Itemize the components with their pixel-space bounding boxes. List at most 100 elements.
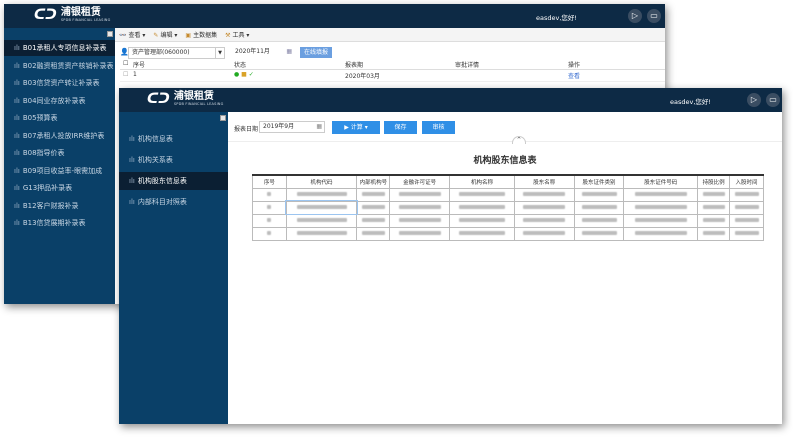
redacted-value <box>267 217 272 222</box>
table-cell[interactable] <box>356 187 391 202</box>
table-cell[interactable] <box>623 226 699 241</box>
sidebar-item[interactable]: ılı B03信贷资产转让补录表 <box>4 75 115 91</box>
table-cell[interactable] <box>285 200 358 215</box>
table-cell[interactable] <box>729 187 764 202</box>
redacted-value <box>702 204 725 209</box>
table-cell[interactable] <box>697 187 731 202</box>
table-cell[interactable] <box>356 226 391 241</box>
table-row[interactable] <box>252 200 764 215</box>
calendar-icon[interactable]: ▦ <box>286 48 292 55</box>
table-row[interactable] <box>252 187 764 202</box>
table-cell[interactable] <box>513 200 575 215</box>
table-cell[interactable] <box>697 226 731 241</box>
table-cell[interactable] <box>252 226 287 241</box>
table-cell[interactable] <box>573 187 625 202</box>
review-button[interactable]: 审核 <box>422 121 455 134</box>
table-row[interactable] <box>252 226 764 241</box>
sidebar-item[interactable]: ılı 机构股东信息表 <box>119 172 228 190</box>
monitor-icon[interactable]: ▭ <box>647 9 661 23</box>
monitor-icon[interactable]: ▭ <box>766 93 780 107</box>
table-cell[interactable] <box>449 187 515 202</box>
table-cell[interactable] <box>573 200 625 215</box>
org-select[interactable]: 资产管理部(060000) ▼ <box>128 47 225 59</box>
save-button[interactable]: 保存 <box>384 121 417 134</box>
period-value: 2020年11月 <box>235 48 270 55</box>
collapse-icon[interactable] <box>220 115 226 121</box>
row-checkbox[interactable]: ☐ <box>123 71 129 78</box>
chevron-down-icon: ▾ <box>172 32 178 39</box>
table-title: 机构股东信息表 <box>473 156 537 166</box>
table-cell[interactable] <box>252 213 287 228</box>
sidebar-item[interactable]: ılı B12客户财报补录 <box>4 198 115 214</box>
sidebar-item[interactable]: ılı B09项目收益率-眼需加成 <box>4 163 115 179</box>
table-cell[interactable] <box>356 200 391 215</box>
logo-mark-icon: ᑕᑐ <box>147 91 170 107</box>
table-row[interactable] <box>252 213 764 228</box>
table-cell[interactable] <box>573 226 625 241</box>
table-cell[interactable] <box>389 213 451 228</box>
sidebar-item[interactable]: ılı 机构关系表 <box>119 151 228 169</box>
table-cell[interactable] <box>252 187 287 202</box>
table-cell[interactable] <box>449 200 515 215</box>
table-cell[interactable] <box>513 213 575 228</box>
view-link[interactable]: 查看 <box>568 73 581 80</box>
sidebar-item[interactable]: ılı 内部科目对照表 <box>119 193 228 211</box>
redacted-value <box>634 204 687 209</box>
table-cell[interactable] <box>697 213 731 228</box>
table-cell[interactable] <box>697 200 731 215</box>
chevron-down-icon[interactable]: ▼ <box>215 48 224 58</box>
table-cell[interactable] <box>285 213 358 228</box>
table-cell[interactable] <box>449 213 515 228</box>
bar-chart-icon: ılı <box>129 135 135 143</box>
toolbar-button[interactable]: 👓 查看 ▾ <box>119 30 145 39</box>
play-icon[interactable]: ▷ <box>747 93 761 107</box>
sidebar-item[interactable]: ılı B08指导价表 <box>4 145 115 161</box>
toolbar-button[interactable]: ⚒ 工具 ▾ <box>225 30 249 39</box>
redacted-value <box>581 230 617 235</box>
table-cell[interactable] <box>623 187 699 202</box>
select-all-checkbox[interactable]: ☐ <box>123 60 129 67</box>
period-field[interactable]: 2020年11月 ▦ <box>232 47 292 59</box>
table-cell[interactable] <box>252 200 287 215</box>
table-cell[interactable] <box>513 187 575 202</box>
table-cell[interactable] <box>623 200 699 215</box>
redacted-value <box>267 204 272 209</box>
table-cell[interactable] <box>285 187 358 202</box>
redacted-value <box>361 204 385 209</box>
redacted-value <box>398 191 441 196</box>
toolbar-button[interactable]: ✎ 编辑 ▾ <box>153 30 177 39</box>
sidebar-item[interactable]: ılı B02融资租赁资产核销补录表 <box>4 58 115 74</box>
calendar-icon[interactable]: ▦ <box>316 123 322 130</box>
sidebar-item[interactable]: ılı B05预算表 <box>4 110 115 126</box>
date-value: 2019年9月 <box>263 123 295 130</box>
calculate-button[interactable]: ▶ 计算 ▾ <box>332 121 380 134</box>
online-fill-button[interactable]: 在线填报 <box>300 47 332 58</box>
sidebar-item[interactable]: ılı B04同业存放补录表 <box>4 93 115 109</box>
chevron-down-icon[interactable]: ▾ <box>364 124 368 131</box>
table-cell[interactable] <box>389 187 451 202</box>
sidebar-item[interactable]: ılı G13押品补录表 <box>4 180 115 196</box>
table-cell[interactable] <box>729 226 764 241</box>
table-cell[interactable] <box>285 226 358 241</box>
table-row[interactable]: ☐ 1 ● ■ ✓ 2020年03月 查看 <box>120 71 665 82</box>
table-cell[interactable] <box>449 226 515 241</box>
table-cell[interactable] <box>389 200 451 215</box>
play-icon[interactable]: ▷ <box>628 9 642 23</box>
sidebar-item[interactable]: ılı 机构信息表 <box>119 130 228 148</box>
table-cell[interactable] <box>513 226 575 241</box>
sidebar-item[interactable]: ılı B01承租人专项信息补录表 <box>4 40 115 56</box>
table-cell[interactable] <box>729 213 764 228</box>
redacted-value <box>398 217 441 222</box>
table-cell[interactable] <box>573 213 625 228</box>
chevron-up-icon[interactable]: ^ <box>512 136 526 144</box>
sidebar-item[interactable]: ılı B13信贷展期补录表 <box>4 215 115 231</box>
bar-chart-icon: ılı <box>14 44 20 52</box>
table-cell[interactable] <box>356 213 391 228</box>
table-cell[interactable] <box>623 213 699 228</box>
collapse-icon[interactable] <box>107 31 113 37</box>
toolbar-button[interactable]: ▣ 主数据集 <box>185 30 217 39</box>
table-cell[interactable] <box>729 200 764 215</box>
date-field[interactable]: 2019年9月 ▦ <box>259 121 325 133</box>
sidebar-item[interactable]: ılı B07承租人投放IRR维护表 <box>4 128 115 144</box>
table-cell[interactable] <box>389 226 451 241</box>
